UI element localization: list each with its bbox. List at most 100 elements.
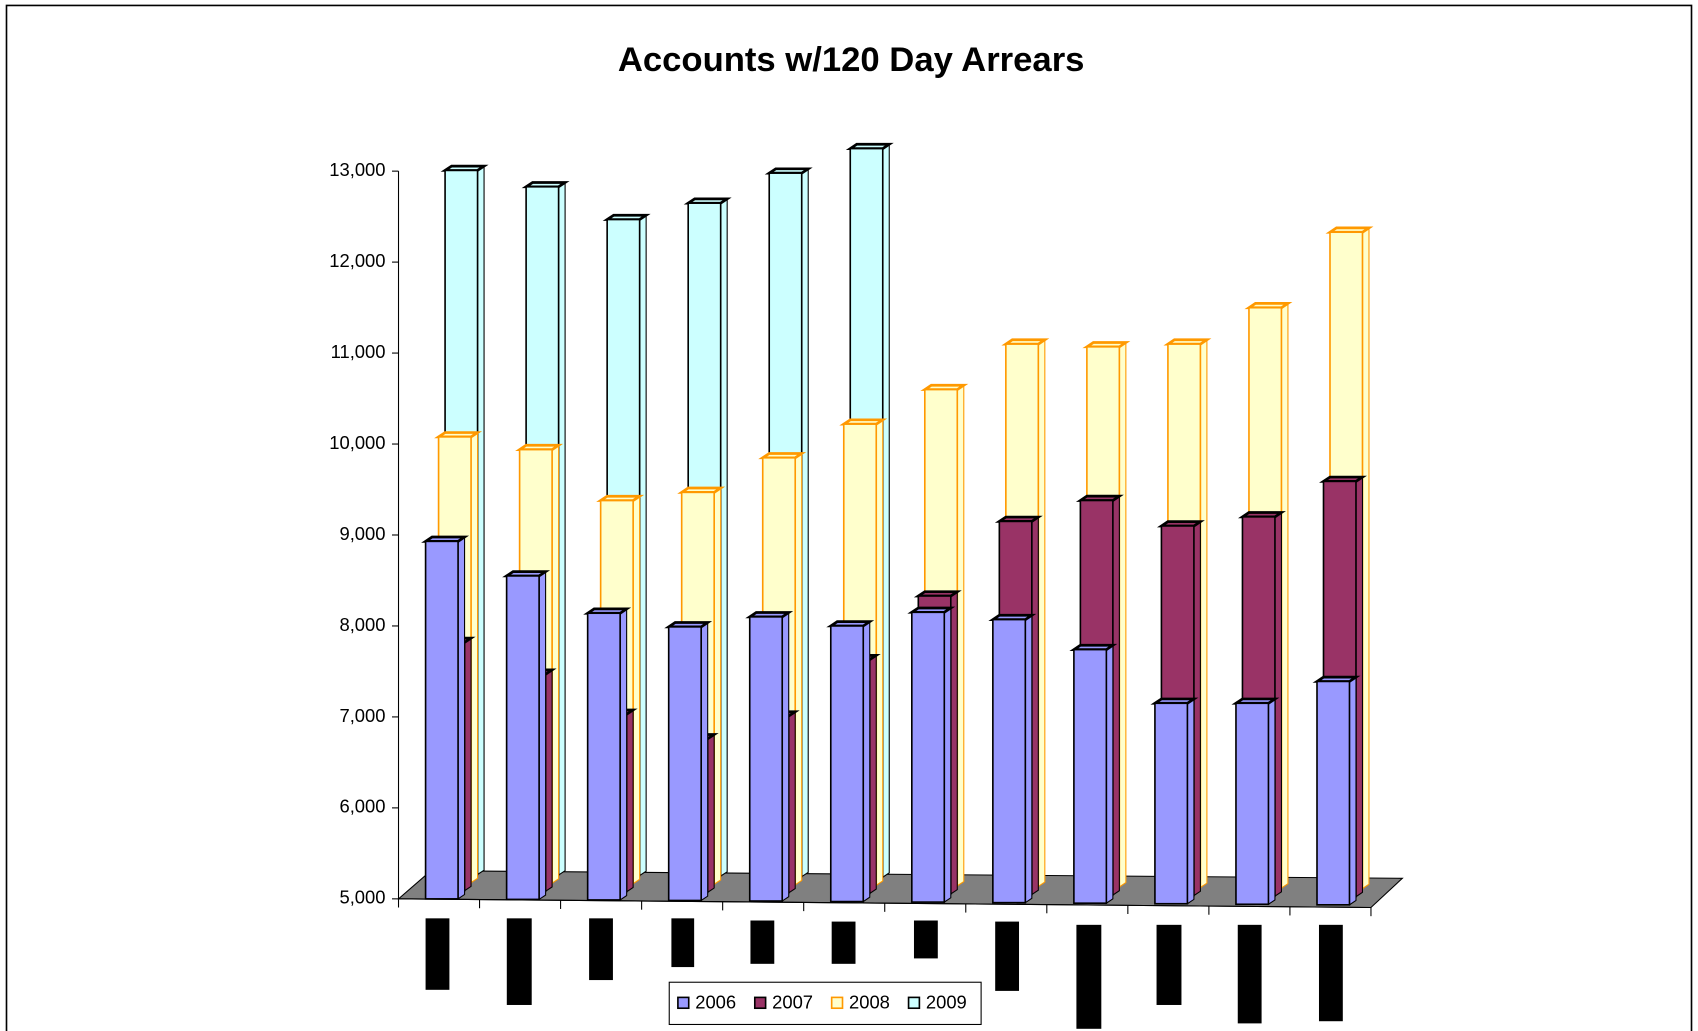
redacted-labels [425, 918, 1343, 1029]
bar-side [956, 384, 965, 887]
bar [826, 620, 875, 903]
bar-side [626, 708, 634, 893]
bar-side [477, 165, 485, 876]
bar-side [1267, 697, 1276, 906]
y-tick-label: 6,000 [339, 796, 385, 817]
bar-side [794, 452, 803, 886]
bar-side [882, 143, 890, 879]
redaction [1156, 924, 1182, 1005]
bar-side [1037, 338, 1046, 888]
legend-label: 2009 [926, 992, 967, 1013]
bar-side [862, 620, 871, 903]
bar [1312, 675, 1361, 906]
bar-front [1073, 648, 1108, 904]
bar-side [1024, 614, 1033, 904]
redaction [589, 918, 613, 981]
bar-side [1193, 520, 1201, 897]
bar-side [1280, 302, 1289, 890]
bar-side [545, 668, 553, 893]
legend-swatch [907, 996, 921, 1010]
redaction [1318, 924, 1343, 1022]
bar-front [829, 625, 865, 903]
bar-side [1031, 516, 1039, 896]
bar [421, 535, 470, 900]
bar-side [1105, 644, 1114, 905]
redaction [1237, 924, 1262, 1024]
bar-side [700, 621, 709, 902]
redaction [506, 918, 532, 1005]
bar [1150, 697, 1199, 905]
bar-front [424, 540, 459, 900]
y-tick-label: 13,000 [329, 159, 385, 180]
bar-front [505, 575, 540, 901]
bar-side [720, 197, 728, 878]
bar-side [632, 495, 641, 885]
bar-side [869, 654, 877, 895]
bar-side [457, 536, 466, 900]
redaction [831, 921, 856, 964]
bar [664, 621, 713, 902]
redaction [913, 920, 938, 959]
redaction [995, 921, 1020, 991]
bar-side [943, 606, 952, 904]
y-tick-label: 10,000 [329, 432, 385, 453]
legend-swatch [753, 996, 767, 1010]
bar-side [950, 590, 958, 895]
chart-title: Accounts w/120 Day Arrears [618, 41, 1085, 79]
redaction [750, 920, 775, 964]
redaction [425, 918, 450, 990]
legend-swatch [830, 996, 844, 1010]
bar-side [1361, 226, 1370, 890]
bar-side [639, 214, 647, 877]
bar [745, 611, 794, 903]
bar [502, 570, 551, 901]
bar-side [875, 418, 884, 887]
bar-front [1235, 702, 1270, 906]
bar-side [538, 570, 547, 901]
y-tick-label: 5,000 [339, 887, 385, 908]
bar-side [1355, 476, 1364, 898]
bar-front [992, 618, 1027, 904]
bar-front [667, 626, 702, 902]
bar-side [619, 607, 628, 901]
bar [583, 607, 632, 901]
bar-front [586, 612, 621, 901]
bar-front [748, 616, 784, 902]
bar-side [788, 710, 796, 894]
y-tick-label: 11,000 [331, 341, 386, 362]
bar-front [910, 611, 946, 903]
bar-side [1186, 697, 1195, 905]
bar-side [1199, 338, 1208, 889]
legend-box [668, 981, 982, 1026]
bar-side [707, 733, 715, 894]
bar-side [1348, 676, 1357, 906]
bar-side [558, 181, 566, 877]
bar-side [1118, 341, 1127, 888]
bar-front [1154, 702, 1189, 905]
y-tick-label: 8,000 [339, 614, 385, 635]
legend-label: 2007 [772, 992, 813, 1013]
bar-side [470, 431, 479, 884]
bars [421, 142, 1374, 906]
legend-swatch [677, 996, 690, 1010]
bar-side [1274, 511, 1282, 898]
bar [1069, 643, 1118, 905]
bar [1231, 697, 1280, 906]
bar-side [1112, 495, 1120, 897]
legend: 2006 2007 2008 2009 [677, 992, 967, 1013]
y-tick-label: 12,000 [329, 250, 385, 271]
redaction [1076, 924, 1102, 1029]
bar-side [801, 167, 809, 878]
redaction [671, 918, 695, 968]
bar-side [464, 637, 472, 892]
bar [988, 613, 1037, 904]
bar-front [1316, 680, 1351, 906]
legend-label: 2006 [695, 992, 736, 1013]
bar [907, 606, 956, 904]
legend-label: 2008 [849, 992, 890, 1013]
y-tick-label: 7,000 [339, 705, 385, 726]
bar-side [713, 487, 722, 886]
bar-side [551, 444, 560, 885]
